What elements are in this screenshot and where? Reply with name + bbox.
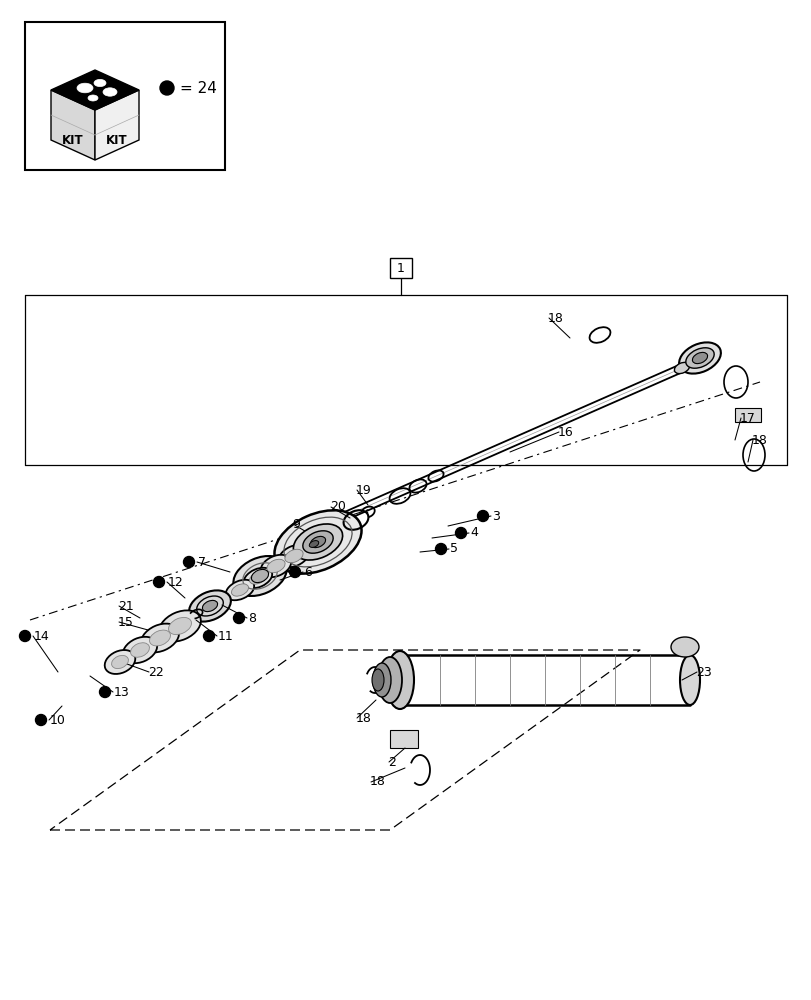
Text: 18: 18 bbox=[355, 712, 371, 724]
Ellipse shape bbox=[692, 352, 706, 364]
Ellipse shape bbox=[260, 555, 291, 577]
Text: = 24: = 24 bbox=[180, 81, 217, 96]
Circle shape bbox=[204, 631, 214, 642]
Text: 12: 12 bbox=[168, 576, 183, 588]
Text: 15: 15 bbox=[118, 615, 134, 629]
Ellipse shape bbox=[303, 531, 333, 553]
Ellipse shape bbox=[278, 545, 309, 567]
Polygon shape bbox=[51, 70, 139, 110]
Circle shape bbox=[36, 714, 46, 726]
Ellipse shape bbox=[678, 342, 720, 374]
Text: 5: 5 bbox=[449, 542, 457, 556]
Circle shape bbox=[435, 544, 446, 554]
Text: 8: 8 bbox=[247, 611, 255, 624]
Bar bbox=[25, 22, 225, 170]
Circle shape bbox=[290, 566, 300, 578]
Text: KIT: KIT bbox=[62, 134, 84, 147]
Ellipse shape bbox=[310, 536, 325, 548]
Ellipse shape bbox=[122, 637, 157, 663]
Circle shape bbox=[477, 510, 488, 522]
Circle shape bbox=[455, 528, 466, 538]
Circle shape bbox=[234, 612, 244, 624]
Ellipse shape bbox=[371, 669, 384, 691]
Text: 10: 10 bbox=[50, 714, 66, 726]
Text: 11: 11 bbox=[217, 630, 234, 643]
Bar bbox=[734, 408, 760, 422]
Ellipse shape bbox=[131, 643, 149, 657]
Text: KIT: KIT bbox=[106, 134, 127, 147]
Circle shape bbox=[183, 556, 195, 568]
Text: 6: 6 bbox=[303, 566, 311, 578]
Text: 23: 23 bbox=[695, 666, 711, 678]
Ellipse shape bbox=[679, 655, 699, 705]
Circle shape bbox=[153, 576, 165, 587]
Ellipse shape bbox=[670, 637, 698, 657]
Ellipse shape bbox=[231, 584, 248, 596]
Text: 14: 14 bbox=[34, 630, 49, 643]
Ellipse shape bbox=[189, 590, 230, 622]
Ellipse shape bbox=[385, 651, 414, 709]
Ellipse shape bbox=[378, 657, 401, 703]
Circle shape bbox=[19, 631, 31, 642]
Text: 9: 9 bbox=[292, 518, 299, 530]
Ellipse shape bbox=[674, 362, 689, 374]
Ellipse shape bbox=[274, 510, 361, 574]
Circle shape bbox=[100, 686, 110, 698]
Ellipse shape bbox=[251, 569, 268, 583]
Ellipse shape bbox=[94, 79, 106, 87]
Ellipse shape bbox=[233, 556, 286, 596]
Ellipse shape bbox=[249, 572, 266, 584]
Text: 1: 1 bbox=[397, 261, 405, 274]
Polygon shape bbox=[51, 90, 95, 160]
Bar bbox=[389, 258, 411, 278]
Ellipse shape bbox=[88, 95, 98, 101]
Ellipse shape bbox=[243, 568, 272, 588]
Circle shape bbox=[160, 81, 174, 95]
Text: 19: 19 bbox=[355, 484, 371, 496]
Ellipse shape bbox=[685, 348, 714, 368]
Text: 4: 4 bbox=[470, 526, 478, 540]
Bar bbox=[389, 730, 418, 748]
Text: 21: 21 bbox=[118, 599, 134, 612]
Ellipse shape bbox=[309, 541, 319, 547]
Ellipse shape bbox=[149, 630, 170, 646]
Ellipse shape bbox=[267, 559, 285, 573]
Text: 20: 20 bbox=[329, 500, 345, 514]
Ellipse shape bbox=[111, 655, 128, 669]
Text: 16: 16 bbox=[557, 426, 573, 438]
Ellipse shape bbox=[159, 610, 200, 642]
Ellipse shape bbox=[293, 524, 342, 560]
Text: 2: 2 bbox=[388, 756, 396, 768]
Text: 18: 18 bbox=[370, 775, 385, 788]
Ellipse shape bbox=[225, 580, 254, 600]
Ellipse shape bbox=[169, 617, 191, 635]
Text: 18: 18 bbox=[547, 312, 563, 324]
Ellipse shape bbox=[103, 88, 117, 96]
Text: 18: 18 bbox=[751, 434, 767, 446]
Text: 13: 13 bbox=[114, 686, 130, 698]
Text: 17: 17 bbox=[739, 412, 755, 424]
Polygon shape bbox=[95, 90, 139, 160]
Ellipse shape bbox=[77, 83, 93, 93]
Ellipse shape bbox=[141, 624, 178, 652]
Ellipse shape bbox=[105, 650, 135, 674]
Ellipse shape bbox=[285, 549, 303, 563]
Ellipse shape bbox=[372, 663, 391, 697]
Text: 7: 7 bbox=[198, 556, 206, 568]
Text: 3: 3 bbox=[491, 510, 500, 522]
Ellipse shape bbox=[202, 600, 217, 612]
Text: 22: 22 bbox=[148, 666, 164, 678]
